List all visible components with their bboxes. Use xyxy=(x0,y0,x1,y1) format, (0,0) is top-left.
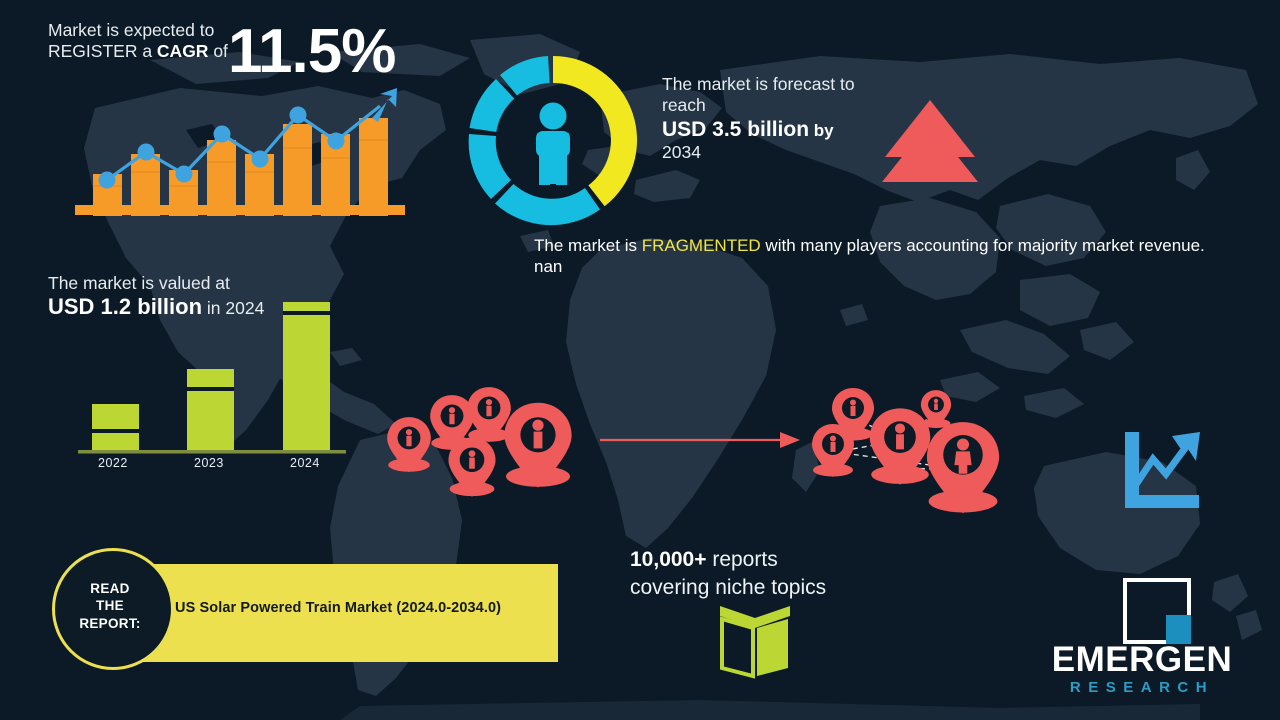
bar-2023 xyxy=(187,369,234,452)
cagr-label-line1: Market is expected to xyxy=(48,20,215,40)
fragmentation-highlight: FRAGMENTED xyxy=(641,236,761,255)
pin-network-3 xyxy=(812,424,854,477)
trend-arrow-head xyxy=(372,88,397,122)
pin-network-4 xyxy=(869,408,931,485)
bar-2022 xyxy=(92,404,139,452)
valuation-text-block: The market is valued at USD 1.2 billion … xyxy=(48,273,348,321)
logo-wordmark: EMERGEN xyxy=(1051,640,1233,679)
bar-2024 xyxy=(283,302,330,452)
cagr-label-line2-pre: REGISTER a xyxy=(48,41,157,62)
fragmentation-pre: The market is xyxy=(534,236,642,255)
cagr-label-line2: REGISTER a CAGR of xyxy=(48,41,308,62)
world-map-landmasses xyxy=(84,34,1262,720)
read-report-badge-label: READ THE REPORT: xyxy=(52,548,168,664)
bar-chart-baseline xyxy=(75,205,405,215)
valuation-label: The market is valued at xyxy=(48,273,230,293)
cagr-label-line2-post: of xyxy=(208,41,228,62)
valuation-year: in 2024 xyxy=(202,298,265,319)
fragmentation-text-block: The market is FRAGMENTED with many playe… xyxy=(534,236,1214,277)
valuation-xtick-2024: 2024 xyxy=(290,456,320,470)
donut-segments xyxy=(468,56,638,226)
pin-small-3 xyxy=(467,387,511,443)
forecast-text-block: The market is forecast to reach USD 3.5 … xyxy=(662,74,912,164)
bar-chart-bars xyxy=(93,118,388,216)
pin-small-1 xyxy=(387,417,431,473)
pin-small-2 xyxy=(430,395,474,451)
logo-accent-block xyxy=(1166,615,1191,644)
analytics-axes xyxy=(1125,432,1199,508)
pin-small-4 xyxy=(448,437,496,497)
cagr-label: Market is expected to REGISTER a CAGR of xyxy=(48,20,308,63)
fragmentation-post: with many players accounting for majorit… xyxy=(534,236,1205,276)
pin-network-2 xyxy=(920,390,952,429)
reports-count: 10,000+ xyxy=(630,548,707,571)
cagr-value: 11.5% xyxy=(228,17,396,86)
analytics-trend xyxy=(1130,437,1194,491)
forecast-line1: The market is forecast to xyxy=(662,74,855,94)
valuation-bars xyxy=(92,302,330,452)
badge-line1: READ xyxy=(90,581,130,597)
analytics-arrow-head xyxy=(1172,432,1200,461)
pin-network-5 xyxy=(926,422,1000,514)
bar-chart-bar-seams xyxy=(93,139,388,187)
pin-large-1 xyxy=(504,402,572,488)
trend-line-markers xyxy=(98,106,345,189)
read-report-banner[interactable] xyxy=(108,564,558,662)
reports-line2: covering niche topics xyxy=(630,575,827,599)
badge-line3: REPORT: xyxy=(79,615,141,631)
forecast-line2: reach xyxy=(662,95,706,116)
valuation-xtick-2022: 2022 xyxy=(98,456,128,470)
cagr-keyword: CAGR xyxy=(156,41,209,62)
read-report-badge[interactable] xyxy=(52,548,174,670)
reports-line1-rest: reports xyxy=(706,548,778,571)
forecast-value: USD 3.5 billion xyxy=(662,117,810,141)
valuation-value: USD 1.2 billion xyxy=(48,294,203,320)
forecast-connector: by xyxy=(809,120,834,140)
badge-line2: THE xyxy=(96,598,124,614)
valuation-bar-seams xyxy=(92,311,330,433)
forecast-year: 2034 xyxy=(662,142,701,163)
reports-text-block: 10,000+ reports covering niche topics xyxy=(630,546,930,602)
logo-subtitle: RESEARCH xyxy=(1069,679,1215,696)
valuation-xtick-2023: 2023 xyxy=(194,456,224,470)
logo-square-mark xyxy=(1123,578,1191,644)
valuation-baseline xyxy=(78,450,346,454)
report-title: US Solar Powered Train Market (2024.0-20… xyxy=(175,600,502,616)
person-icon xyxy=(536,102,570,185)
